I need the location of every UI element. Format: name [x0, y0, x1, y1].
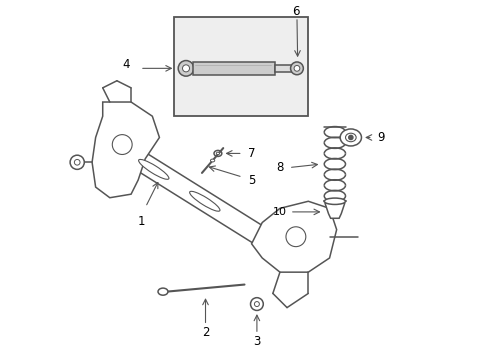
- Circle shape: [70, 155, 84, 169]
- Text: 8: 8: [276, 161, 283, 174]
- Bar: [274, 65, 292, 72]
- Text: 2: 2: [202, 326, 209, 339]
- Text: 10: 10: [272, 207, 286, 217]
- Polygon shape: [251, 201, 336, 272]
- Ellipse shape: [138, 159, 168, 179]
- Circle shape: [285, 227, 305, 247]
- Polygon shape: [97, 129, 278, 252]
- Circle shape: [182, 65, 189, 72]
- Ellipse shape: [324, 198, 345, 204]
- Text: 7: 7: [247, 147, 255, 160]
- Circle shape: [112, 135, 132, 154]
- Bar: [193, 62, 274, 75]
- Ellipse shape: [345, 133, 355, 142]
- Bar: [173, 17, 307, 116]
- Ellipse shape: [216, 152, 219, 155]
- Ellipse shape: [189, 191, 220, 211]
- Circle shape: [290, 62, 303, 75]
- Polygon shape: [325, 203, 344, 218]
- Text: 6: 6: [291, 5, 299, 18]
- Circle shape: [254, 302, 259, 306]
- Ellipse shape: [340, 129, 361, 146]
- Text: 4: 4: [122, 58, 129, 71]
- Text: 3: 3: [253, 335, 260, 348]
- Circle shape: [74, 159, 80, 165]
- Polygon shape: [92, 102, 159, 198]
- Circle shape: [178, 60, 193, 76]
- Ellipse shape: [158, 288, 167, 295]
- Ellipse shape: [214, 150, 222, 157]
- Circle shape: [250, 298, 263, 310]
- Circle shape: [348, 135, 352, 140]
- Ellipse shape: [210, 159, 214, 162]
- Text: 5: 5: [247, 174, 255, 186]
- Text: 9: 9: [376, 131, 384, 144]
- Text: 1: 1: [138, 215, 145, 228]
- Circle shape: [293, 66, 299, 71]
